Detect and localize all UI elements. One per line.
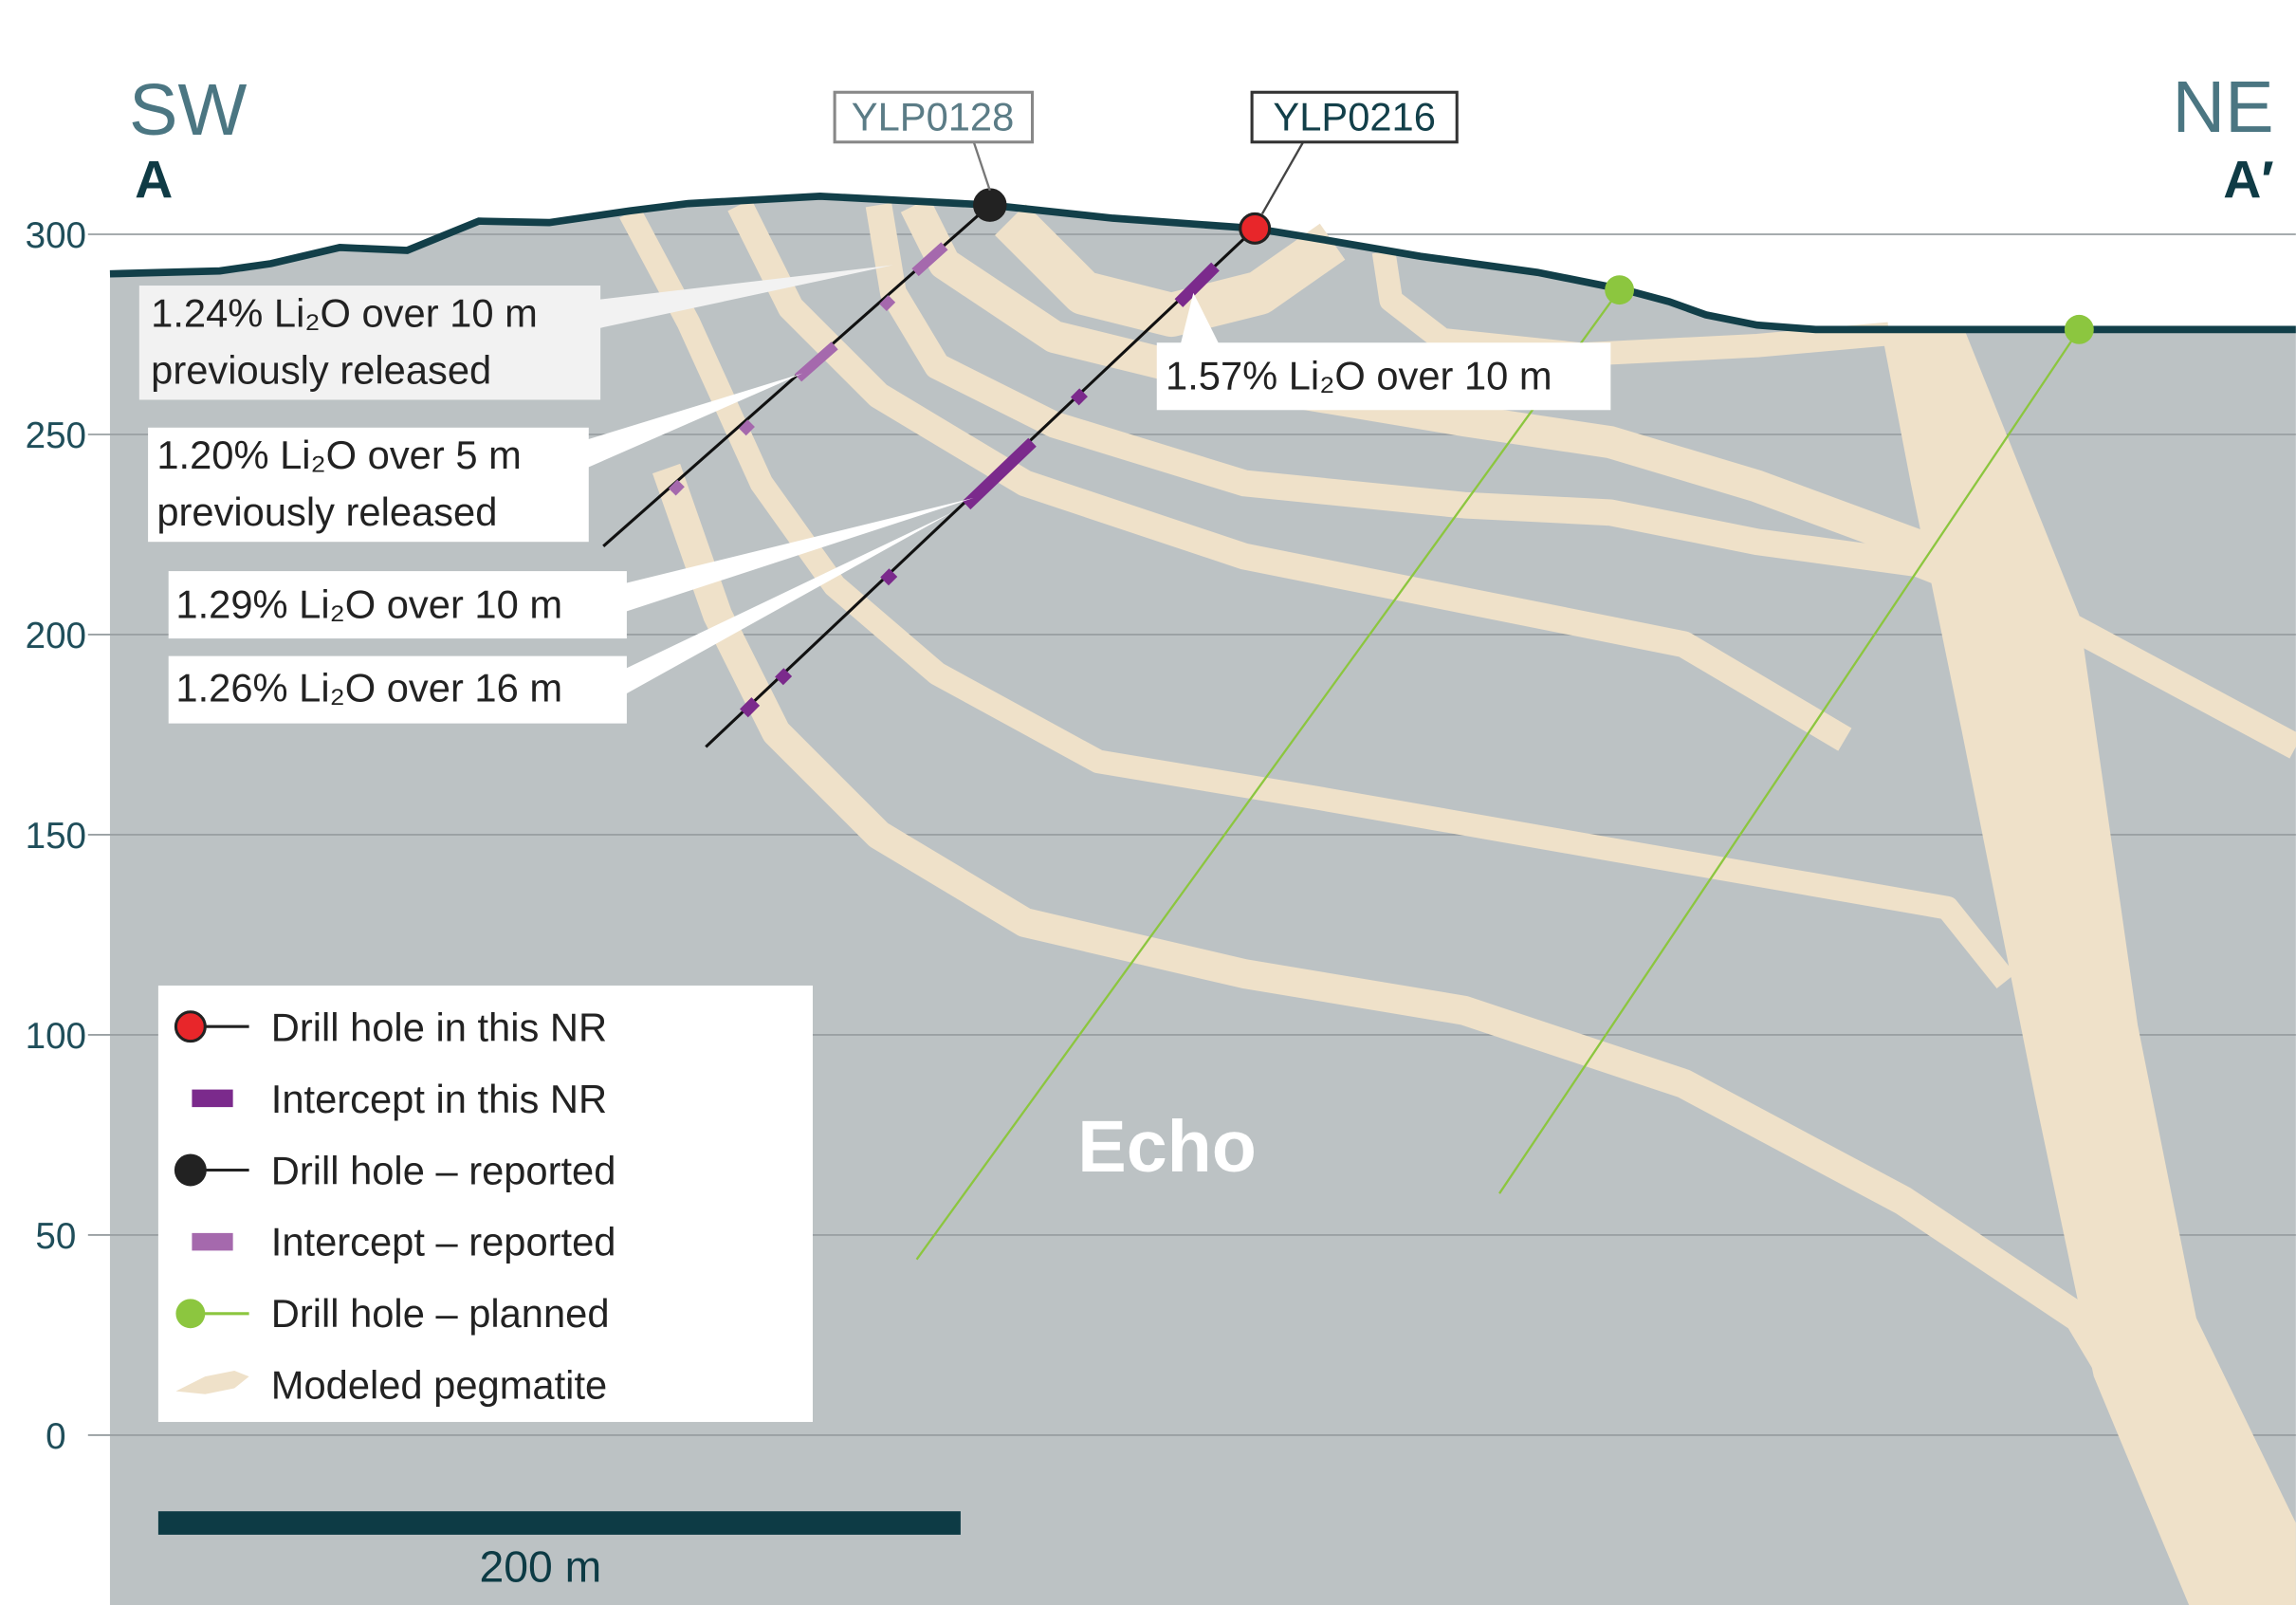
callout-box: [168, 655, 627, 724]
intercept: [740, 697, 761, 718]
orientation: SW A NE A′: [129, 66, 2274, 209]
legend-labels: Drill hole in this NR Intercept in this N…: [271, 1005, 616, 1408]
elevation-label: 0: [46, 1416, 65, 1457]
hole-label: YLP0216: [1273, 94, 1435, 138]
callout-box: [1156, 342, 1611, 411]
callout: 1.29% Li₂O over 10 m: [175, 581, 562, 626]
legend-box: [157, 985, 813, 1423]
legend-label: Intercept in this NR: [271, 1077, 607, 1121]
legend-symbol: [192, 1089, 233, 1108]
legend-label: Intercept – reported: [271, 1220, 616, 1264]
legend-symbol: [174, 1153, 207, 1187]
elevation-label: 300: [26, 215, 86, 256]
intercept: [911, 242, 948, 277]
intercept: [794, 341, 838, 382]
callout: 1.26% Li₂O over 16 m: [175, 665, 562, 710]
intercept: [739, 419, 755, 436]
leader: [1260, 141, 1305, 214]
intercept: [880, 568, 898, 586]
collar-new: [1239, 212, 1272, 245]
legend-label: Modeled pegmatite: [271, 1362, 607, 1407]
pointer: [1178, 292, 1223, 352]
leader: [972, 141, 991, 192]
legend-symbol: [175, 1370, 249, 1394]
callout-box: [168, 571, 627, 639]
pegmatites: [619, 197, 2296, 1605]
direction: SW: [129, 69, 247, 151]
direction: NE: [2172, 66, 2273, 148]
legend: Drill hole in this NR Intercept in this N…: [157, 985, 813, 1423]
label-box: [833, 90, 1035, 144]
section: A′: [2223, 150, 2273, 209]
legend-label: Drill hole – reported: [271, 1148, 616, 1192]
legend-symbol: [175, 1299, 206, 1329]
hole-label: YLP0128: [852, 94, 1014, 138]
elevation-label: 150: [26, 816, 86, 857]
intercept: [879, 295, 896, 312]
reported-intercepts: [668, 242, 948, 496]
callout: 1.57% Li₂O over 10 m: [1166, 354, 1552, 398]
intercept: [668, 479, 685, 496]
legend-label: Drill hole – planned: [271, 1291, 610, 1336]
label-box: [1250, 90, 1459, 144]
elevation-label: 200: [26, 616, 86, 656]
zone-label: Echo: [1077, 1106, 1257, 1188]
elevation-label: 100: [26, 1016, 86, 1057]
collar-planned: [1605, 275, 1635, 305]
drill-holes: [602, 188, 2094, 1261]
section: A: [135, 150, 173, 209]
callout-box: [138, 286, 601, 400]
legend-symbol: [192, 1232, 233, 1251]
pegmatite-dike: [1881, 330, 2296, 1605]
callout-note: previously released: [156, 489, 497, 534]
collar-reported: [973, 188, 1007, 222]
callout-note: previously released: [151, 347, 491, 392]
scale-label: 200 m: [479, 1541, 601, 1591]
callout: 1.20% Li₂O over 5 m: [156, 433, 521, 477]
callouts: 1.24% Li₂O over 10 m previously released…: [138, 265, 1611, 724]
collar-planned: [2064, 314, 2094, 344]
callout-box: [148, 427, 589, 543]
callout: 1.24% Li₂O over 10 m: [151, 290, 538, 335]
legend-label: Drill hole in this NR: [271, 1005, 607, 1050]
intercept: [1070, 388, 1088, 406]
hole-labels: YLP0128 YLP0216: [833, 90, 1459, 214]
new-intercepts: [740, 262, 1220, 718]
planned-hole: [1498, 328, 2081, 1194]
pegmatite: [995, 204, 1346, 338]
intercept: [1174, 262, 1220, 307]
elevation-label: 50: [35, 1216, 76, 1257]
intercept: [962, 437, 1037, 510]
pointer: [593, 265, 893, 330]
planned-hole: [915, 288, 1621, 1261]
scale-bar: [157, 1511, 961, 1535]
legend-symbol: [174, 1010, 207, 1043]
intercept: [775, 668, 793, 686]
elevation-label: 250: [26, 415, 86, 456]
pegmatite: [727, 198, 1852, 751]
